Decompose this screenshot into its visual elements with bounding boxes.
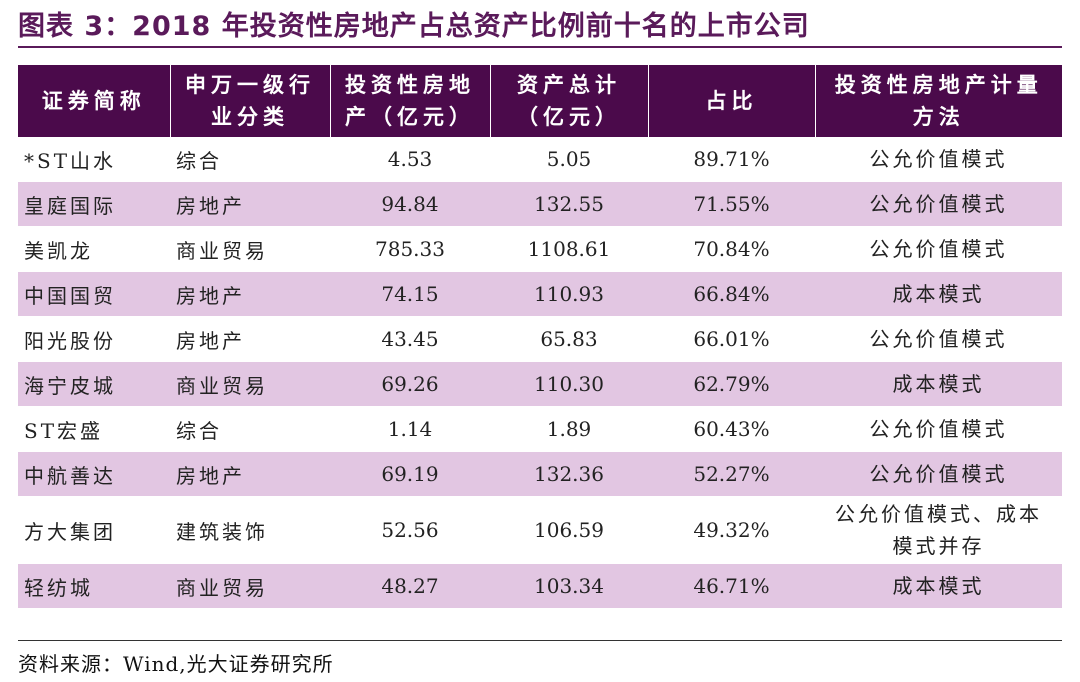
table-cell: 103.34 [490, 563, 648, 609]
column-header: 投资性房地产计量方法 [814, 65, 1062, 137]
source-rule [18, 640, 1062, 641]
column-header: 占比 [647, 65, 815, 137]
table-cell: 公允价值模式、成本模式并存 [815, 496, 1062, 564]
title-rule [18, 46, 1062, 48]
table-cell: 中航善达 [18, 451, 170, 497]
table-cell: 综合 [170, 406, 330, 452]
table-cell: 公允价值模式 [815, 316, 1062, 362]
table-row: *ST山水 综合 4.53 5.05 89.71% 公允价值模式 [18, 137, 1062, 182]
table-cell: 106.59 [490, 496, 648, 564]
table-cell: 46.71% [648, 563, 815, 609]
table-cell: 49.32% [648, 496, 815, 564]
table-cell: 阳光股份 [18, 316, 170, 362]
table-cell: 71.55% [648, 181, 815, 227]
table-body: *ST山水 综合 4.53 5.05 89.71% 公允价值模式 皇庭国际 房地产 94.84 1… [18, 137, 1062, 609]
table-cell: 52.27% [648, 451, 815, 497]
table-cell: 公允价值模式 [815, 406, 1062, 452]
table-cell: 综合 [170, 137, 330, 182]
table-cell: 89.71% [648, 137, 815, 182]
table-row: 中航善达 房地产 69.19 132.36 52.27% 公允价值模式 [18, 451, 1062, 497]
table-row: 轻纺城 商业贸易 48.27 103.34 46.71% 成本模式 [18, 563, 1062, 609]
table-cell: 1.14 [330, 406, 490, 452]
table-cell: 房地产 [170, 181, 330, 227]
table-cell: 商业贸易 [170, 361, 330, 407]
column-header: 申万一级行业分类 [169, 65, 330, 137]
table-cell: 中国国贸 [18, 271, 170, 317]
table-cell: 66.01% [648, 316, 815, 362]
table-cell: 成本模式 [815, 361, 1062, 407]
table-row: 中国国贸 房地产 74.15 110.93 66.84% 成本模式 [18, 271, 1062, 317]
table-cell: 房地产 [170, 316, 330, 362]
table-cell: 74.15 [330, 271, 490, 317]
table-cell: 69.19 [330, 451, 490, 497]
table-cell: 66.84% [648, 271, 815, 317]
table-cell: 美凯龙 [18, 226, 170, 272]
table-cell: ST宏盛 [18, 406, 170, 452]
table-cell: 62.79% [648, 361, 815, 407]
table-cell: 公允价值模式 [815, 137, 1062, 182]
table-cell: 公允价值模式 [815, 451, 1062, 497]
table-row: 阳光股份 房地产 43.45 65.83 66.01% 公允价值模式 [18, 316, 1062, 362]
table-row: ST宏盛 综合 1.14 1.89 60.43% 公允价值模式 [18, 406, 1062, 452]
source: 资料来源：Wind,光大证券研究所 [18, 652, 334, 676]
table-row: 海宁皮城 商业贸易 69.26 110.30 62.79% 成本模式 [18, 361, 1062, 407]
table-row: 方大集团 建筑装饰 52.56 106.59 49.32% 公允价值模式、成本模式并存 [18, 496, 1062, 564]
table-cell: 房地产 [170, 451, 330, 497]
header-row: 证券简称 申万一级行业分类 投资性房地产（亿元） 资产总计（亿元） 占比 投资性房地产计量… [18, 65, 1062, 137]
table-cell: 成本模式 [815, 271, 1062, 317]
table-cell: 1.89 [490, 406, 648, 452]
table-row: 美凯龙 商业贸易 785.33 1108.61 70.84% 公允价值模式 [18, 226, 1062, 272]
table: 证券简称 申万一级行业分类 投资性房地产（亿元） 资产总计（亿元） 占比 投资性房地产计量… [18, 65, 1062, 609]
table-cell: 商业贸易 [170, 226, 330, 272]
table-cell: 方大集团 [18, 496, 170, 564]
column-header: 投资性房地产（亿元） [329, 65, 490, 137]
table-cell: 4.53 [330, 137, 490, 182]
table-row: 皇庭国际 房地产 94.84 132.55 71.55% 公允价值模式 [18, 181, 1062, 227]
table-cell: 48.27 [330, 563, 490, 609]
table-cell: 110.30 [490, 361, 648, 407]
column-header: 证券简称 [18, 65, 170, 137]
column-header: 资产总计（亿元） [489, 65, 648, 137]
table-cell: 94.84 [330, 181, 490, 227]
table-cell: *ST山水 [18, 137, 170, 182]
title: 图表 3：2018 年投资性房地产占总资产比例前十名的上市公司 [18, 11, 810, 42]
table-cell: 海宁皮城 [18, 361, 170, 407]
table-cell: 1108.61 [490, 226, 648, 272]
table-cell: 轻纺城 [18, 563, 170, 609]
table-cell: 皇庭国际 [18, 181, 170, 227]
table-cell: 52.56 [330, 496, 490, 564]
table-cell: 成本模式 [815, 563, 1062, 609]
table-cell: 60.43% [648, 406, 815, 452]
table-cell: 65.83 [490, 316, 648, 362]
table-cell: 70.84% [648, 226, 815, 272]
table-cell: 公允价值模式 [815, 226, 1062, 272]
table-cell: 公允价值模式 [815, 181, 1062, 227]
table-cell: 69.26 [330, 361, 490, 407]
table-cell: 5.05 [490, 137, 648, 182]
table-cell: 房地产 [170, 271, 330, 317]
table-cell: 785.33 [330, 226, 490, 272]
table-cell: 43.45 [330, 316, 490, 362]
table-cell: 110.93 [490, 271, 648, 317]
table-cell: 建筑装饰 [170, 496, 330, 564]
table-cell: 132.36 [490, 451, 648, 497]
table-cell: 132.55 [490, 181, 648, 227]
table-cell: 商业贸易 [170, 563, 330, 609]
